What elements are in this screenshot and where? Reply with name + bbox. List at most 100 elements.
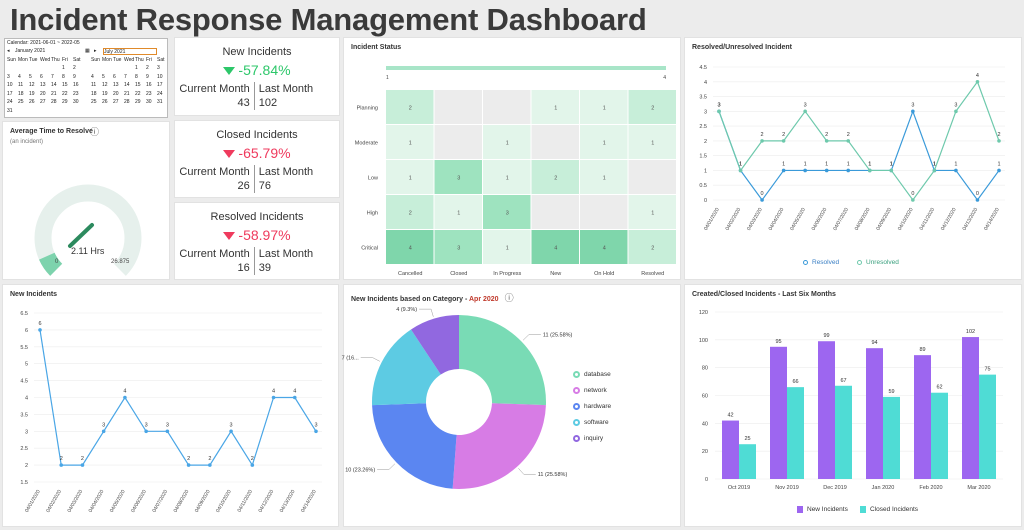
calendar-cell[interactable]: 8 bbox=[62, 73, 65, 80]
legend-item-software[interactable]: software bbox=[573, 419, 609, 426]
calendar-cell[interactable]: 15 bbox=[135, 82, 141, 88]
calendar-icon[interactable]: ▦ bbox=[85, 48, 90, 54]
bar-value-label: 67 bbox=[840, 378, 846, 384]
calendar-cell[interactable]: 11 bbox=[18, 82, 24, 88]
calendar-cell[interactable]: 20 bbox=[113, 90, 119, 97]
calendar-cell[interactable]: 11 bbox=[91, 82, 97, 88]
calendar-cell[interactable]: 3 bbox=[157, 65, 160, 71]
calendar-cell[interactable]: Wed bbox=[40, 57, 51, 63]
info-icon[interactable]: ⓘ bbox=[504, 293, 514, 303]
calendar-cell[interactable]: 4 bbox=[91, 73, 94, 80]
calendar-cell[interactable]: Mon bbox=[102, 57, 112, 63]
calendar-cell[interactable]: 5 bbox=[29, 73, 32, 80]
calendar-cell[interactable]: Sat bbox=[157, 57, 165, 63]
calendar-cell[interactable]: 30 bbox=[146, 99, 152, 105]
calendar-cell[interactable]: Mon bbox=[18, 57, 28, 63]
calendar-cell[interactable]: 3 bbox=[7, 73, 10, 80]
calendar-cell[interactable]: 26 bbox=[102, 99, 108, 105]
calendar-month-1[interactable]: January 2021 bbox=[15, 48, 46, 54]
calendar-cell[interactable]: 1 bbox=[62, 65, 65, 71]
legend-item-hardware[interactable]: hardware bbox=[573, 403, 611, 410]
calendar-cell[interactable]: 12 bbox=[102, 82, 108, 88]
calendar-cell[interactable]: 12 bbox=[29, 82, 35, 88]
calendar-cell[interactable]: 7 bbox=[124, 73, 127, 80]
calendar-cell[interactable]: 2 bbox=[73, 65, 76, 71]
calendar-cell[interactable]: 16 bbox=[146, 82, 152, 88]
calendar-month-2[interactable]: July 2021 bbox=[103, 48, 157, 55]
calendar-cell[interactable]: 9 bbox=[146, 73, 149, 80]
data-label: 3 bbox=[166, 422, 169, 428]
calendar-cell[interactable]: 20 bbox=[40, 90, 46, 97]
legend-resolved[interactable]: Resolved bbox=[803, 259, 839, 266]
calendar-cell[interactable]: Fri bbox=[146, 57, 152, 63]
calendar-cell[interactable]: 14 bbox=[51, 82, 57, 88]
calendar-cell[interactable]: 23 bbox=[146, 90, 152, 97]
data-label: 1 bbox=[825, 161, 828, 167]
calendar-cell[interactable]: Sun bbox=[7, 57, 16, 63]
calendar-cell[interactable]: 31 bbox=[7, 107, 13, 114]
calendar-cell[interactable]: 24 bbox=[7, 99, 13, 105]
x-tick-label: 04/08/2020 bbox=[854, 207, 872, 232]
calendar-cell[interactable]: 18 bbox=[18, 90, 24, 97]
calendar-cell[interactable]: 26 bbox=[29, 99, 35, 105]
calendar-cell[interactable]: 7 bbox=[51, 73, 54, 80]
calendar-cell[interactable]: 14 bbox=[124, 82, 130, 88]
calendar-widget[interactable]: Calendar: 2021-06-01 ~ 2022-05 ◂ January… bbox=[4, 38, 168, 118]
calendar-cell[interactable]: 30 bbox=[73, 99, 79, 105]
calendar-cell[interactable]: 2 bbox=[146, 65, 149, 71]
calendar-cell[interactable]: Sat bbox=[73, 57, 81, 63]
calendar-cell[interactable]: 13 bbox=[113, 82, 119, 88]
calendar-cell[interactable]: Wed bbox=[124, 57, 135, 63]
calendar-cell[interactable]: 24 bbox=[157, 90, 163, 97]
calendar-cell[interactable]: 21 bbox=[124, 90, 130, 97]
calendar-cell[interactable]: 8 bbox=[135, 73, 138, 80]
prev-month-icon[interactable]: ◂ bbox=[7, 48, 10, 54]
legend-new-incidents[interactable]: New Incidents bbox=[797, 506, 848, 513]
calendar-cell[interactable]: Thu bbox=[51, 57, 60, 63]
calendar-cell[interactable]: 22 bbox=[135, 90, 141, 97]
calendar-cell[interactable]: 6 bbox=[40, 73, 43, 80]
legend-item-database[interactable]: database bbox=[573, 371, 611, 378]
calendar-cell[interactable]: 15 bbox=[62, 82, 68, 88]
info-icon[interactable]: ⓘ bbox=[90, 127, 100, 137]
calendar-cell[interactable]: Fri bbox=[62, 57, 68, 63]
calendar-cell[interactable]: 28 bbox=[124, 99, 130, 105]
data-point bbox=[80, 463, 85, 467]
calendar-cell[interactable]: 4 bbox=[18, 73, 21, 80]
calendar-cell[interactable]: 10 bbox=[157, 73, 163, 80]
calendar-cell[interactable]: 31 bbox=[157, 99, 163, 105]
next-month-icon[interactable]: ▸ bbox=[94, 48, 97, 54]
calendar-cell[interactable]: 19 bbox=[102, 90, 108, 97]
calendar-cell[interactable]: 10 bbox=[7, 82, 13, 88]
calendar-cell[interactable]: 9 bbox=[73, 73, 76, 80]
calendar-cell[interactable]: 29 bbox=[135, 99, 141, 105]
calendar-cell[interactable]: 1 bbox=[135, 65, 138, 71]
calendar-cell[interactable]: 19 bbox=[29, 90, 35, 97]
calendar-cell[interactable]: 18 bbox=[91, 90, 97, 97]
legend-item-network[interactable]: network bbox=[573, 387, 607, 394]
calendar-cell[interactable]: 28 bbox=[51, 99, 57, 105]
calendar-cell[interactable]: 29 bbox=[62, 99, 68, 105]
calendar-cell[interactable]: 27 bbox=[40, 99, 46, 105]
calendar-cell[interactable]: Sun bbox=[91, 57, 100, 63]
calendar-cell[interactable]: 13 bbox=[40, 82, 46, 88]
calendar-cell[interactable]: 21 bbox=[51, 90, 57, 97]
legend-item-inquiry[interactable]: inquiry bbox=[573, 435, 603, 442]
calendar-cell[interactable]: 5 bbox=[102, 73, 105, 80]
calendar-cell[interactable]: 17 bbox=[7, 90, 13, 97]
calendar-cell[interactable]: 6 bbox=[113, 73, 116, 80]
calendar-cell[interactable]: 23 bbox=[73, 90, 79, 97]
calendar-cell[interactable]: Thu bbox=[135, 57, 144, 63]
legend-dot-icon bbox=[573, 387, 580, 394]
heatmap-cell bbox=[434, 125, 482, 159]
calendar-cell[interactable]: Tue bbox=[113, 57, 122, 63]
legend-unresolved[interactable]: Unresolved bbox=[857, 259, 899, 266]
calendar-cell[interactable]: 27 bbox=[113, 99, 119, 105]
calendar-cell[interactable]: Tue bbox=[29, 57, 38, 63]
legend-closed-incidents[interactable]: Closed Incidents bbox=[860, 506, 918, 513]
calendar-cell[interactable]: 25 bbox=[18, 99, 24, 105]
calendar-cell[interactable]: 16 bbox=[73, 82, 79, 88]
calendar-cell[interactable]: 22 bbox=[62, 90, 68, 97]
calendar-cell[interactable]: 17 bbox=[157, 82, 163, 88]
calendar-cell[interactable]: 25 bbox=[91, 99, 97, 105]
